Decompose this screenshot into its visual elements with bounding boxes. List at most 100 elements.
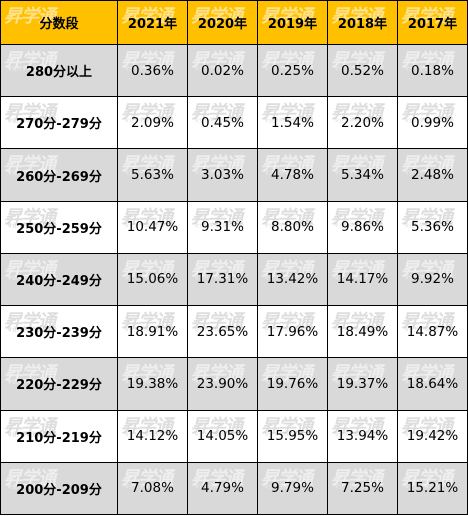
- percentage-cell: 昇学通 专业升学规划服务平台 14.17%: [327, 252, 398, 307]
- table-header: 昇学通 分数段 昇学通 2021年 昇学通 2020年 昇学通 2019年 昇学…: [0, 0, 468, 45]
- cell-value: 260分-269分: [16, 169, 102, 185]
- score-range-cell: 昇学通 专业升学规划服务平台 220分-229分: [0, 357, 118, 411]
- cell-value: 15.95%: [266, 428, 319, 445]
- percentage-cell: 昇学通 专业升学规划服务平台 10.47%: [117, 200, 188, 254]
- score-range-cell: 昇学通 专业升学规划服务平台 270分-279分: [0, 96, 118, 150]
- percentage-cell: 昇学通 专业升学规划服务平台 13.42%: [257, 252, 328, 307]
- table-row: 昇学通 专业升学规划服务平台 260分-269分 昇学通 专业升学规划服务平台 5.63%…: [0, 148, 468, 202]
- header-label: 2020年: [197, 17, 248, 32]
- cell-value: 280分以上: [25, 65, 93, 81]
- score-range-cell: 昇学通 专业升学规划服务平台 280分以上: [0, 43, 118, 98]
- cell-value: 15.21%: [406, 480, 459, 497]
- cell-value: 270分-279分: [16, 117, 102, 133]
- percentage-cell: 昇学通 专业升学规划服务平台 2.20%: [327, 96, 398, 150]
- header-score-range: 昇学通 分数段: [0, 0, 118, 45]
- percentage-cell: 昇学通 专业升学规划服务平台 17.96%: [257, 305, 328, 359]
- percentage-cell: 昇学通 专业升学规划服务平台 18.49%: [327, 305, 398, 359]
- cell-value: 2.48%: [411, 167, 454, 184]
- percentage-cell: 昇学通 专业升学规划服务平台 9.86%: [327, 200, 398, 254]
- table-row: 昇学通 专业升学规划服务平台 220分-229分 昇学通 专业升学规划服务平台 19.38…: [0, 357, 468, 411]
- table-row: 昇学通 专业升学规划服务平台 240分-249分 昇学通 专业升学规划服务平台 15.06…: [0, 252, 468, 307]
- percentage-cell: 昇学通 专业升学规划服务平台 19.76%: [257, 357, 328, 411]
- cell-value: 7.08%: [131, 480, 174, 497]
- percentage-cell: 昇学通 专业升学规划服务平台 13.94%: [327, 409, 398, 463]
- cell-value: 18.64%: [406, 375, 459, 392]
- percentage-cell: 昇学通 专业升学规划服务平台 0.02%: [187, 43, 258, 98]
- percentage-cell: 昇学通 专业升学规划服务平台 8.80%: [257, 200, 328, 254]
- cell-value: 9.86%: [341, 219, 384, 236]
- cell-value: 4.79%: [201, 480, 244, 497]
- score-range-cell: 昇学通 专业升学规划服务平台 260分-269分: [0, 148, 118, 202]
- score-range-cell: 昇学通 专业升学规划服务平台 200分-209分: [0, 461, 118, 516]
- cell-value: 0.25%: [271, 62, 314, 79]
- percentage-cell: 昇学通 专业升学规划服务平台 0.25%: [257, 43, 328, 98]
- cell-value: 14.87%: [406, 323, 459, 340]
- table-row: 昇学通 专业升学规划服务平台 230分-239分 昇学通 专业升学规划服务平台 18.91…: [0, 305, 468, 359]
- header-year-2018: 昇学通 2018年: [327, 0, 398, 45]
- cell-value: 23.65%: [196, 323, 249, 340]
- percentage-cell: 昇学通 专业升学规划服务平台 0.45%: [187, 96, 258, 150]
- percentage-cell: 昇学通 专业升学规划服务平台 0.36%: [117, 43, 188, 98]
- percentage-cell: 昇学通 专业升学规划服务平台 9.92%: [397, 252, 468, 307]
- percentage-cell: 昇学通 专业升学规划服务平台 0.99%: [397, 96, 468, 150]
- cell-value: 8.80%: [271, 219, 314, 236]
- header-label: 2018年: [337, 17, 388, 32]
- percentage-cell: 昇学通 专业升学规划服务平台 3.03%: [187, 148, 258, 202]
- percentage-cell: 昇学通 专业升学规划服务平台 14.05%: [187, 409, 258, 463]
- cell-value: 5.34%: [341, 167, 384, 184]
- score-range-cell: 昇学通 专业升学规划服务平台 250分-259分: [0, 200, 118, 254]
- cell-value: 230分-239分: [16, 326, 102, 342]
- percentage-cell: 昇学通 专业升学规划服务平台 5.36%: [397, 200, 468, 254]
- cell-value: 2.09%: [131, 114, 174, 131]
- cell-value: 5.36%: [411, 219, 454, 236]
- cell-value: 9.79%: [271, 480, 314, 497]
- cell-value: 200分-209分: [16, 482, 102, 498]
- cell-value: 0.45%: [201, 114, 244, 131]
- percentage-cell: 昇学通 专业升学规划服务平台 2.48%: [397, 148, 468, 202]
- score-range-cell: 昇学通 专业升学规划服务平台 240分-249分: [0, 252, 118, 307]
- percentage-cell: 昇学通 专业升学规划服务平台 0.18%: [397, 43, 468, 98]
- table-row: 昇学通 专业升学规划服务平台 270分-279分 昇学通 专业升学规划服务平台 2.09%…: [0, 96, 468, 150]
- header-row: 昇学通 分数段 昇学通 2021年 昇学通 2020年 昇学通 2019年 昇学…: [0, 0, 468, 45]
- header-label: 2017年: [407, 17, 458, 32]
- percentage-cell: 昇学通 专业升学规划服务平台 14.12%: [117, 409, 188, 463]
- cell-value: 0.52%: [341, 62, 384, 79]
- header-label: 分数段: [39, 17, 79, 32]
- cell-value: 14.12%: [126, 428, 179, 445]
- header-year-2019: 昇学通 2019年: [257, 0, 328, 45]
- percentage-cell: 昇学通 专业升学规划服务平台 2.09%: [117, 96, 188, 150]
- cell-value: 220分-229分: [16, 378, 102, 394]
- cell-value: 14.17%: [336, 271, 389, 288]
- percentage-cell: 昇学通 专业升学规划服务平台 23.90%: [187, 357, 258, 411]
- percentage-cell: 昇学通 专业升学规划服务平台 14.87%: [397, 305, 468, 359]
- percentage-cell: 昇学通 专业升学规划服务平台 4.78%: [257, 148, 328, 202]
- percentage-cell: 昇学通 专业升学规划服务平台 0.52%: [327, 43, 398, 98]
- cell-value: 19.76%: [266, 375, 319, 392]
- percentage-cell: 昇学通 专业升学规划服务平台 5.34%: [327, 148, 398, 202]
- table-row: 昇学通 专业升学规划服务平台 210分-219分 昇学通 专业升学规划服务平台 14.12…: [0, 409, 468, 463]
- cell-value: 9.92%: [411, 271, 454, 288]
- percentage-cell: 昇学通 专业升学规划服务平台 17.31%: [187, 252, 258, 307]
- percentage-cell: 昇学通 专业升学规划服务平台 15.06%: [117, 252, 188, 307]
- percentage-cell: 昇学通 专业升学规划服务平台 1.54%: [257, 96, 328, 150]
- header-year-2021: 昇学通 2021年: [117, 0, 188, 45]
- cell-value: 0.18%: [411, 62, 454, 79]
- cell-value: 23.90%: [196, 375, 249, 392]
- percentage-cell: 昇学通 专业升学规划服务平台 15.95%: [257, 409, 328, 463]
- percentage-cell: 昇学通 专业升学规划服务平台 5.63%: [117, 148, 188, 202]
- table-row: 昇学通 专业升学规划服务平台 250分-259分 昇学通 专业升学规划服务平台 10.47…: [0, 200, 468, 254]
- cell-value: 13.42%: [266, 271, 319, 288]
- percentage-cell: 昇学通 专业升学规划服务平台 19.38%: [117, 357, 188, 411]
- score-range-cell: 昇学通 专业升学规划服务平台 230分-239分: [0, 305, 118, 359]
- percentage-cell: 昇学通 专业升学规划服务平台 18.91%: [117, 305, 188, 359]
- score-range-cell: 昇学通 专业升学规划服务平台 210分-219分: [0, 409, 118, 463]
- cell-value: 19.42%: [406, 428, 459, 445]
- percentage-cell: 昇学通 专业升学规划服务平台 19.37%: [327, 357, 398, 411]
- cell-value: 5.63%: [131, 167, 174, 184]
- cell-value: 18.91%: [126, 323, 179, 340]
- cell-value: 0.99%: [411, 114, 454, 131]
- cell-value: 19.38%: [126, 375, 179, 392]
- header-label: 2021年: [127, 17, 178, 32]
- cell-value: 240分-249分: [16, 273, 102, 289]
